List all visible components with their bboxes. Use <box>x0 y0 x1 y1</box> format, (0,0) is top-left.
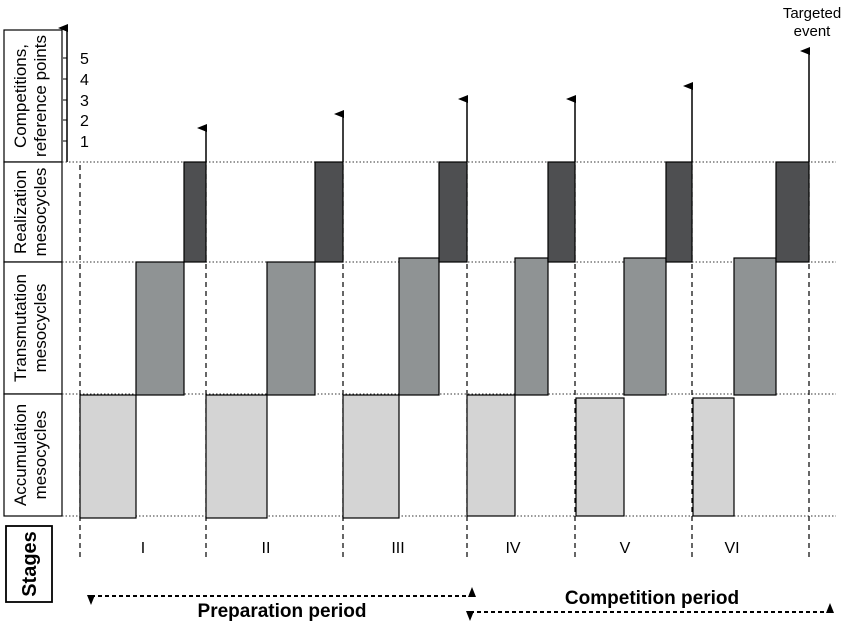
tick-label-1: 1 <box>80 134 89 151</box>
competition-arrows <box>197 47 810 162</box>
tick-label-3: 3 <box>80 93 89 110</box>
axis-ticks: 1 2 3 4 5 <box>63 51 89 151</box>
accumulation-block <box>205 394 268 519</box>
transmutation-block <box>623 257 667 396</box>
realization-block <box>314 161 344 263</box>
stage-label-5: V <box>620 540 631 557</box>
accumulation-block <box>466 394 516 517</box>
targeted-event-label-line1: Targeted <box>783 5 841 22</box>
tick-label-5: 5 <box>80 51 89 68</box>
realization-label-box <box>3 161 63 263</box>
stage-label-1: I <box>141 540 145 557</box>
competitions-label-line2: reference points <box>31 35 50 157</box>
realization-blocks <box>183 161 810 263</box>
accumulation-label-line1: Accumulation <box>11 404 30 506</box>
realization-block <box>547 161 576 263</box>
accumulation-blocks <box>79 394 735 519</box>
accumulation-block <box>692 397 735 517</box>
stage-labels: I II III IV V VI <box>141 540 740 557</box>
stage-label-6: VI <box>724 540 739 557</box>
tick-label-2: 2 <box>80 113 89 130</box>
realization-label-line1: Realization <box>11 170 30 254</box>
transmutation-label-line1: Transmutation <box>11 274 30 382</box>
realization-block <box>775 161 810 263</box>
transmutation-block <box>135 261 185 396</box>
stage-label-4: IV <box>505 540 520 557</box>
stage-label-2: II <box>262 540 271 557</box>
stages-label-box <box>5 525 53 603</box>
accumulation-block <box>342 394 400 519</box>
stages-label: Stages <box>19 531 41 597</box>
transmutation-block <box>733 257 777 396</box>
transmutation-label-box <box>3 261 63 395</box>
competition-period-label: Competition period <box>565 588 739 609</box>
stage-label-3: III <box>391 540 404 557</box>
realization-block <box>665 161 693 263</box>
competitions-label-line1: Competitions, <box>11 44 30 148</box>
tick-label-4: 4 <box>80 72 89 89</box>
targeted-event-label-line2: event <box>794 23 832 40</box>
accumulation-label-box <box>3 393 63 517</box>
row-label-column: Competitions, reference points Realizati… <box>3 29 63 603</box>
transmutation-label-line2: mesocycles <box>31 284 50 373</box>
accumulation-block <box>575 397 625 517</box>
transmutation-blocks <box>135 257 777 396</box>
transmutation-block <box>398 257 440 396</box>
accumulation-block <box>79 394 137 519</box>
competitions-label-box <box>3 29 63 163</box>
realization-block <box>183 161 207 263</box>
transmutation-block <box>266 261 316 396</box>
accumulation-label-line2: mesocycles <box>31 411 50 500</box>
realization-label-line2: mesocycles <box>31 168 50 257</box>
preparation-period-label: Preparation period <box>198 601 367 622</box>
transmutation-block <box>514 257 549 396</box>
realization-block <box>438 161 468 263</box>
